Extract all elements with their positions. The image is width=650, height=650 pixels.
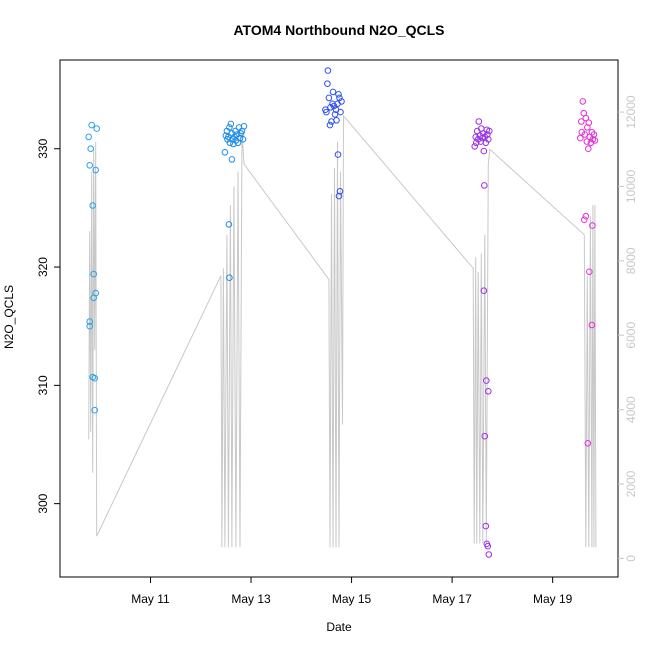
data-point	[87, 145, 94, 152]
y-axis-label: N2O_QCLS	[2, 285, 16, 349]
data-point	[333, 117, 340, 124]
data-point	[483, 377, 490, 384]
x-tick-label: May 15	[332, 592, 372, 606]
data-point	[578, 118, 585, 125]
data-point	[226, 124, 233, 131]
data-point	[588, 321, 596, 329]
data-point	[236, 134, 244, 142]
axes-layer: May 11 May 13 May 15 May 17 May 19 300 310 320 3…	[36, 59, 638, 606]
y-tick-label: 310	[36, 375, 50, 395]
data-point	[581, 216, 588, 223]
data-point	[472, 139, 480, 147]
data-point	[91, 406, 98, 414]
data-point	[480, 147, 488, 155]
data-point	[338, 98, 345, 105]
data-point	[335, 91, 342, 98]
data-point	[324, 67, 332, 74]
data-point	[475, 118, 483, 125]
data-point	[324, 80, 331, 87]
data-point	[480, 130, 487, 137]
data-point	[239, 136, 247, 143]
plot-frame	[59, 59, 619, 578]
data-point	[485, 551, 493, 558]
data-point	[583, 138, 591, 145]
data-point	[86, 162, 93, 169]
data-point	[92, 289, 99, 297]
points-layer	[85, 67, 599, 558]
data-point	[334, 151, 342, 158]
data-point	[227, 120, 235, 128]
data-point	[225, 221, 233, 228]
y-tick-label: 320	[36, 257, 50, 277]
x-tick-label: May 19	[533, 592, 573, 606]
y2-tick-label: 12000	[624, 95, 638, 129]
altitude-line	[88, 114, 597, 548]
data-point	[88, 121, 95, 129]
data-point	[481, 432, 489, 440]
data-point	[221, 149, 229, 156]
data-point	[486, 127, 493, 135]
data-point	[86, 318, 93, 325]
altitude-layer	[88, 114, 597, 548]
data-point	[92, 166, 99, 174]
data-point	[481, 182, 488, 189]
data-point	[335, 192, 343, 200]
data-point	[327, 104, 334, 111]
data-point	[585, 119, 593, 126]
data-point	[577, 134, 584, 142]
data-point	[90, 270, 97, 278]
y2-tick-label: 2000	[624, 470, 638, 497]
x-tick-label: May 11	[131, 592, 170, 606]
data-point	[480, 287, 488, 295]
data-point	[582, 114, 590, 122]
chart-title: ATOM4 Northbound N2O_QCLS	[233, 22, 444, 38]
x-tick-label: May 17	[432, 592, 472, 606]
data-point	[336, 94, 343, 102]
data-point	[579, 98, 587, 105]
y2-tick-label: 0	[624, 555, 638, 562]
data-point	[331, 111, 339, 118]
data-point	[226, 274, 233, 282]
data-point	[336, 188, 344, 195]
data-point	[326, 121, 334, 129]
data-point	[91, 374, 98, 382]
data-point	[582, 212, 590, 220]
data-point	[485, 388, 492, 395]
x-tick-label: May 13	[231, 592, 271, 606]
data-point	[584, 440, 592, 447]
y2-tick-label: 10000	[624, 169, 638, 203]
data-point	[482, 522, 490, 530]
y-tick-label: 330	[36, 138, 50, 158]
data-point	[591, 137, 599, 144]
y2-tick-label: 4000	[624, 396, 638, 423]
data-point	[232, 127, 239, 135]
data-point	[323, 108, 330, 116]
data-point	[85, 133, 92, 141]
data-point	[484, 542, 492, 550]
data-point	[329, 88, 337, 96]
data-point	[585, 145, 592, 152]
x-axis-label: Date	[326, 620, 352, 634]
y-tick-label: 300	[36, 493, 50, 513]
data-point	[589, 222, 596, 229]
data-point	[228, 156, 236, 163]
data-point	[337, 108, 344, 116]
data-point	[471, 143, 479, 150]
data-point	[484, 131, 491, 138]
y2-tick-label: 8000	[624, 247, 638, 274]
data-point	[93, 125, 100, 132]
data-point	[584, 124, 591, 131]
data-point	[325, 94, 333, 102]
data-point	[586, 268, 593, 276]
data-point	[485, 136, 492, 143]
data-point	[240, 123, 248, 130]
y2-tick-label: 6000	[624, 322, 638, 349]
data-point	[89, 202, 96, 209]
data-point	[86, 322, 93, 330]
